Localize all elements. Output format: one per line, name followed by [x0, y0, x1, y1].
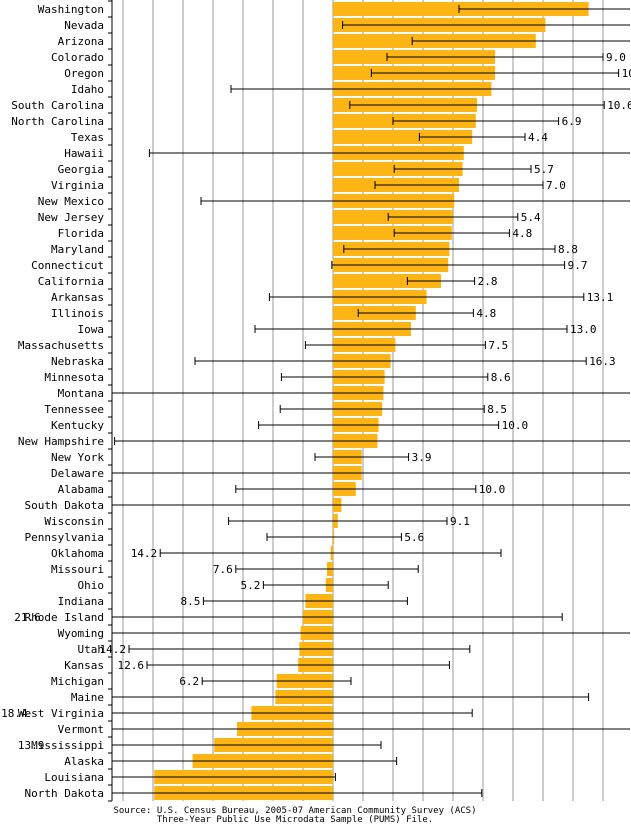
error-label: 5.2 — [241, 579, 261, 592]
category-label: Georgia — [58, 163, 104, 176]
bars — [154, 2, 589, 800]
category-label: Texas — [71, 131, 104, 144]
bar — [333, 226, 452, 240]
error-label: 8.5 — [181, 595, 201, 608]
error-bars — [112, 5, 630, 797]
category-label: Connecticut — [31, 259, 104, 272]
category-label: Pennsylvania — [25, 531, 104, 544]
category-label: Mississippi — [31, 739, 104, 752]
error-label: 13.1 — [587, 291, 614, 304]
category-label: Washington — [38, 3, 104, 16]
source-note: Source: U.S. Census Bureau, 2005-07 Amer… — [0, 807, 590, 825]
category-label: Maine — [71, 691, 104, 704]
error-label: 14.2 — [131, 547, 158, 560]
category-label: North Dakota — [25, 787, 104, 800]
bar — [333, 130, 473, 144]
error-label: 9.1 — [450, 515, 470, 528]
error-label: 9.0 — [606, 51, 626, 64]
error-label: 2.8 — [478, 275, 498, 288]
category-label: California — [38, 275, 104, 288]
bar — [333, 274, 441, 288]
category-label: Arizona — [58, 35, 104, 48]
category-label: Wyoming — [58, 627, 104, 640]
category-label: Missouri — [51, 563, 104, 576]
error-label: 10.3 — [622, 67, 631, 80]
category-label: Hawaii — [64, 147, 104, 160]
category-label: Iowa — [78, 323, 105, 336]
error-label: 4.8 — [476, 307, 496, 320]
category-label: Tennessee — [44, 403, 104, 416]
category-label: Massachusetts — [18, 339, 104, 352]
category-label: Alabama — [58, 483, 104, 496]
error-label: 7.6 — [213, 563, 233, 576]
error-value-labels: 110.39.010.321.710.66.94.426.25.77.021.1… — [1, 51, 631, 752]
error-label: 10.0 — [479, 483, 506, 496]
category-label: Illinois — [51, 307, 104, 320]
error-label: 5.4 — [521, 211, 541, 224]
category-label: New Hampshire — [18, 435, 104, 448]
category-label: Kansas — [64, 659, 104, 672]
category-label: Kentucky — [51, 419, 104, 432]
error-label: 4.8 — [512, 227, 532, 240]
error-label: 9.7 — [568, 259, 588, 272]
error-label: 8.5 — [487, 403, 507, 416]
category-label: Wisconsin — [44, 515, 104, 528]
category-label: Montana — [58, 387, 104, 400]
source-line-2: Three-Year Public Use Microdata Sample (… — [156, 815, 434, 825]
source-line-1: Source: U.S. Census Bureau, 2005-07 Amer… — [113, 806, 477, 816]
category-label: Colorado — [51, 51, 104, 64]
error-label: 18.4 — [1, 707, 28, 720]
category-label: New York — [51, 451, 104, 464]
category-label: Oregon — [64, 67, 104, 80]
category-label: Vermont — [58, 723, 104, 736]
category-label: Michigan — [51, 675, 104, 688]
error-label: 3.9 — [412, 451, 432, 464]
category-label: South Carolina — [11, 99, 104, 112]
category-label: Maryland — [51, 243, 104, 256]
error-label: 10.0 — [502, 419, 528, 432]
error-label: 7.5 — [488, 339, 508, 352]
category-label: New Mexico — [38, 195, 104, 208]
category-label: Arkansas — [51, 291, 104, 304]
category-label: Florida — [58, 227, 104, 240]
category-labels: Washington Nevada Arizona Colorado Oregon Ida… — [11, 3, 104, 800]
error-label: 16.3 — [589, 355, 616, 368]
error-label: 5.7 — [534, 163, 554, 176]
category-label: Utah — [78, 643, 105, 656]
error-label: 4.4 — [528, 131, 548, 144]
error-label: 10.6 — [607, 99, 631, 112]
category-label: Idaho — [71, 83, 104, 96]
error-label: 12.6 — [118, 659, 145, 672]
error-label: 7.0 — [546, 179, 566, 192]
category-label: Louisiana — [44, 771, 104, 784]
category-label: Nevada — [64, 19, 104, 32]
error-label: 13.0 — [570, 323, 597, 336]
error-label: 13.9 — [18, 739, 45, 752]
category-label: West Virginia — [18, 707, 104, 720]
error-label: 8.8 — [558, 243, 578, 256]
category-label: Delaware — [51, 467, 104, 480]
axis — [108, 0, 113, 802]
category-label: Virginia — [51, 179, 104, 192]
error-label: 14.2 — [100, 643, 127, 656]
category-label: North Carolina — [11, 115, 104, 128]
category-label: Rhode Island — [25, 611, 104, 624]
category-label: Ohio — [78, 579, 105, 592]
error-label: 5.6 — [404, 531, 424, 544]
category-label: Alaska — [64, 755, 104, 768]
category-label: Indiana — [58, 595, 104, 608]
category-label: South Dakota — [25, 499, 104, 512]
error-label: 8.6 — [491, 371, 511, 384]
category-label: New Jersey — [38, 211, 105, 224]
error-label: 21.6 — [14, 611, 41, 624]
category-label: Nebraska — [51, 355, 104, 368]
error-label: 6.9 — [562, 115, 582, 128]
error-label: 6.2 — [179, 675, 199, 688]
category-label: Oklahoma — [51, 547, 104, 560]
category-label: Minnesota — [44, 371, 104, 384]
